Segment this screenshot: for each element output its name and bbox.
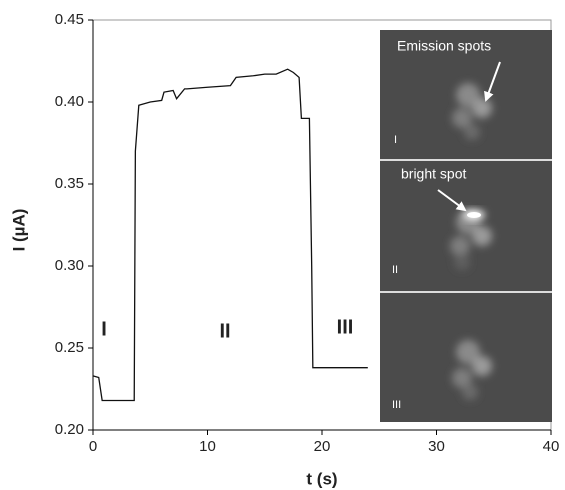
y-tick-label: 0.40 — [55, 93, 84, 110]
arrow — [484, 61, 501, 102]
panel-label: II — [392, 264, 398, 276]
x-tick-label: 0 — [89, 438, 97, 455]
inset-images: Emission spots bright spot I II III — [380, 30, 552, 422]
callout: bright spot — [401, 166, 466, 182]
x-tick-label: 40 — [543, 438, 560, 455]
y-tick-label: 0.30 — [55, 257, 84, 274]
x-tick-label: 20 — [314, 438, 331, 455]
y-axis-label: I (µA) — [9, 209, 28, 252]
emission-blob — [452, 83, 492, 140]
x-tick-label: 30 — [428, 438, 445, 455]
annotation: II — [219, 320, 230, 342]
x-tick-label: 10 — [199, 438, 216, 455]
x-axis-label: t (s) — [306, 469, 337, 488]
callout: Emission spots — [397, 38, 491, 54]
y-tick-label: 0.45 — [55, 11, 84, 28]
data-line — [92, 68, 368, 402]
emission-blob — [452, 340, 492, 400]
y-tick-label: 0.35 — [55, 175, 84, 192]
annotation: I — [101, 318, 107, 340]
y-tick-label: 0.20 — [55, 421, 84, 438]
arrow — [437, 189, 467, 212]
y-tick-label: 0.25 — [55, 339, 84, 356]
panel-label: I — [394, 134, 397, 146]
panel-label: III — [392, 399, 401, 411]
annotation: III — [337, 316, 354, 338]
bright-spot — [467, 212, 481, 218]
